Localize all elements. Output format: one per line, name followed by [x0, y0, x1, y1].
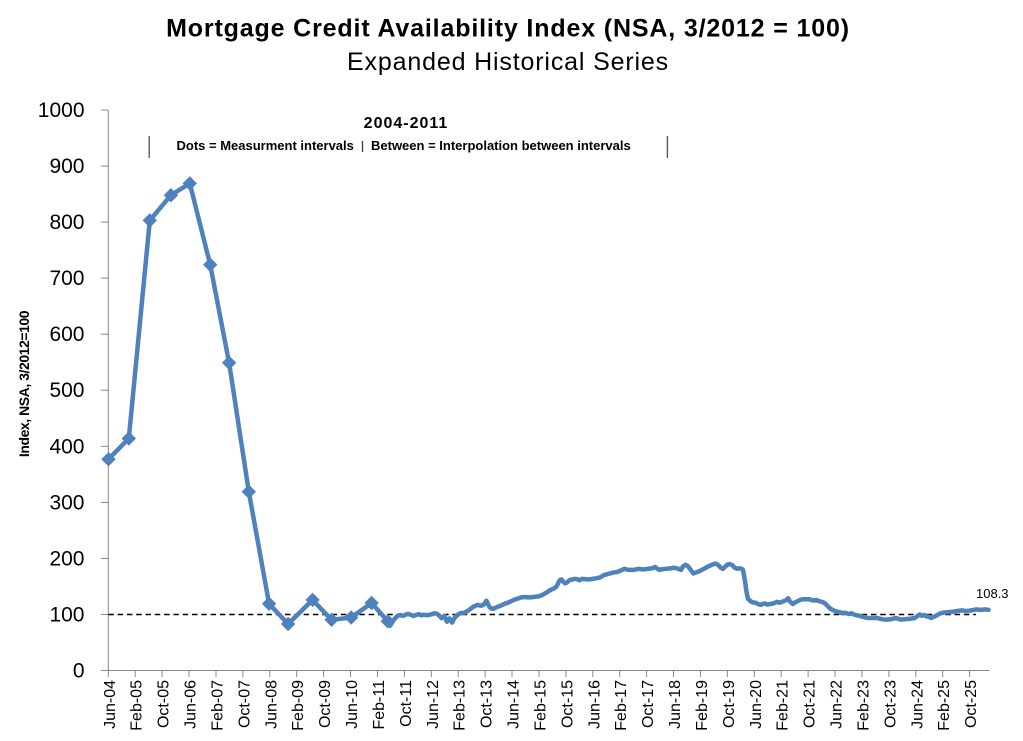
svg-text:500: 500 [49, 379, 84, 402]
svg-text:Oct-09: Oct-09 [317, 680, 334, 728]
svg-text:Oct-11: Oct-11 [398, 680, 415, 727]
svg-text:800: 800 [49, 211, 84, 234]
svg-text:Jun-22: Jun-22 [829, 680, 846, 729]
svg-text:Feb-05: Feb-05 [129, 680, 146, 731]
svg-text:Oct-19: Oct-19 [721, 680, 738, 728]
svg-text:Feb-15: Feb-15 [533, 680, 550, 731]
svg-text:0: 0 [73, 660, 85, 683]
svg-text:Jun-10: Jun-10 [344, 680, 361, 729]
svg-text:400: 400 [49, 435, 84, 458]
svg-text:Feb-19: Feb-19 [694, 680, 711, 731]
svg-text:Dots = Measurment intervals: Dots = Measurment intervals [177, 138, 354, 153]
svg-text:Jun-24: Jun-24 [909, 680, 926, 729]
svg-text:2004-2011: 2004-2011 [364, 115, 449, 132]
svg-text:Jun-12: Jun-12 [425, 680, 442, 729]
svg-text:Feb-07: Feb-07 [210, 680, 227, 731]
svg-text:Jun-08: Jun-08 [263, 680, 280, 729]
svg-text:1000: 1000 [38, 99, 85, 122]
svg-text:Jun-18: Jun-18 [667, 680, 684, 729]
svg-text:Feb-21: Feb-21 [775, 680, 792, 731]
svg-text:Oct-13: Oct-13 [479, 680, 496, 728]
svg-text:Feb-23: Feb-23 [855, 680, 872, 731]
svg-text:Feb-09: Feb-09 [290, 680, 307, 731]
svg-text:100: 100 [49, 604, 84, 627]
svg-text:300: 300 [49, 491, 84, 514]
svg-text:700: 700 [49, 267, 84, 290]
svg-text:Jun-14: Jun-14 [506, 680, 523, 729]
svg-text:Between = Interpolation betwee: Between = Interpolation between interval… [371, 138, 631, 153]
svg-text:Jun-20: Jun-20 [748, 680, 765, 729]
svg-text:Oct-15: Oct-15 [559, 680, 576, 728]
svg-text:Oct-23: Oct-23 [882, 680, 899, 728]
svg-text:Oct-07: Oct-07 [236, 680, 253, 728]
svg-text:Feb-11: Feb-11 [371, 680, 388, 730]
svg-text:Feb-13: Feb-13 [452, 680, 469, 731]
svg-text:108.3: 108.3 [976, 586, 1009, 601]
svg-text:Jun-06: Jun-06 [183, 680, 200, 729]
svg-text:Oct-25: Oct-25 [963, 680, 980, 728]
svg-text:600: 600 [49, 323, 84, 346]
svg-text:Oct-21: Oct-21 [802, 680, 819, 728]
svg-text:Feb-17: Feb-17 [613, 680, 630, 731]
svg-text:900: 900 [49, 155, 84, 178]
svg-text:Mortgage Credit Availability I: Mortgage Credit Availability Index (NSA,… [166, 15, 850, 43]
svg-text:Feb-25: Feb-25 [936, 680, 953, 731]
svg-text:Expanded Historical Series: Expanded Historical Series [347, 48, 669, 76]
svg-text:200: 200 [49, 547, 84, 570]
svg-text:Jun-04: Jun-04 [102, 680, 119, 729]
svg-text:Oct-05: Oct-05 [156, 680, 173, 728]
svg-text:Index, NSA, 3/2012=100: Index, NSA, 3/2012=100 [16, 310, 32, 457]
svg-text:Oct-17: Oct-17 [640, 680, 657, 728]
svg-text:Jun-16: Jun-16 [586, 680, 603, 729]
